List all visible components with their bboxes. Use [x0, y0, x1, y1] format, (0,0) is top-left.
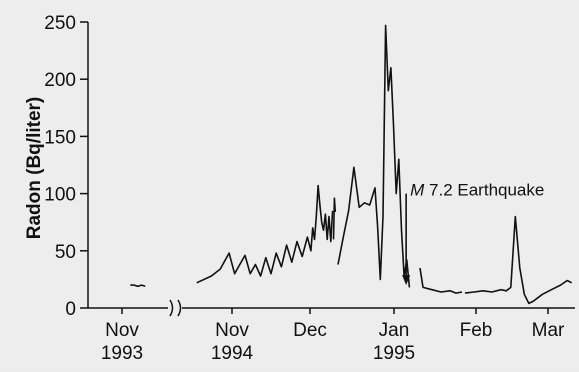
- y-tick-label: 150: [44, 127, 76, 148]
- y-tick-label: 100: [44, 185, 76, 206]
- series-line-segment: [337, 24, 411, 288]
- annotation: M 7.2 Earthquake: [402, 181, 544, 286]
- y-tick-label: 250: [44, 13, 76, 34]
- x-tick-label: Jan: [379, 320, 410, 341]
- y-axis-label: Radon (Bq/liter): [24, 97, 45, 240]
- y-tick-label: 50: [55, 242, 76, 263]
- series-line-segment: [332, 197, 337, 240]
- x-tick-label: Nov: [215, 320, 249, 341]
- x-tick-label: Dec: [293, 320, 327, 341]
- x-tick-label: Nov: [105, 320, 139, 341]
- x-axis: [88, 299, 575, 317]
- series-line-segment: [419, 267, 463, 294]
- earthquake-label: 7.2 Earthquake: [429, 181, 544, 200]
- x-tick-label: Mar: [532, 320, 565, 341]
- axis-break-mark: [169, 299, 182, 317]
- x-tick-year-label: 1994: [211, 343, 254, 364]
- series-line-segment: [196, 184, 334, 284]
- plot-lines: [130, 24, 573, 305]
- series-line-segment: [464, 215, 573, 305]
- y-tick-label: 0: [65, 299, 76, 320]
- magnitude-symbol: M: [410, 181, 425, 200]
- y-tick-label: 200: [44, 70, 76, 91]
- x-tick-label: Feb: [460, 320, 493, 341]
- x-tick-year-label: 1995: [373, 343, 415, 364]
- x-tick-year-label: 1993: [101, 343, 143, 364]
- earthquake-arrow-head: [402, 275, 411, 286]
- earthquake-annotation: M 7.2 Earthquake: [410, 181, 544, 200]
- series-line-segment: [130, 284, 146, 288]
